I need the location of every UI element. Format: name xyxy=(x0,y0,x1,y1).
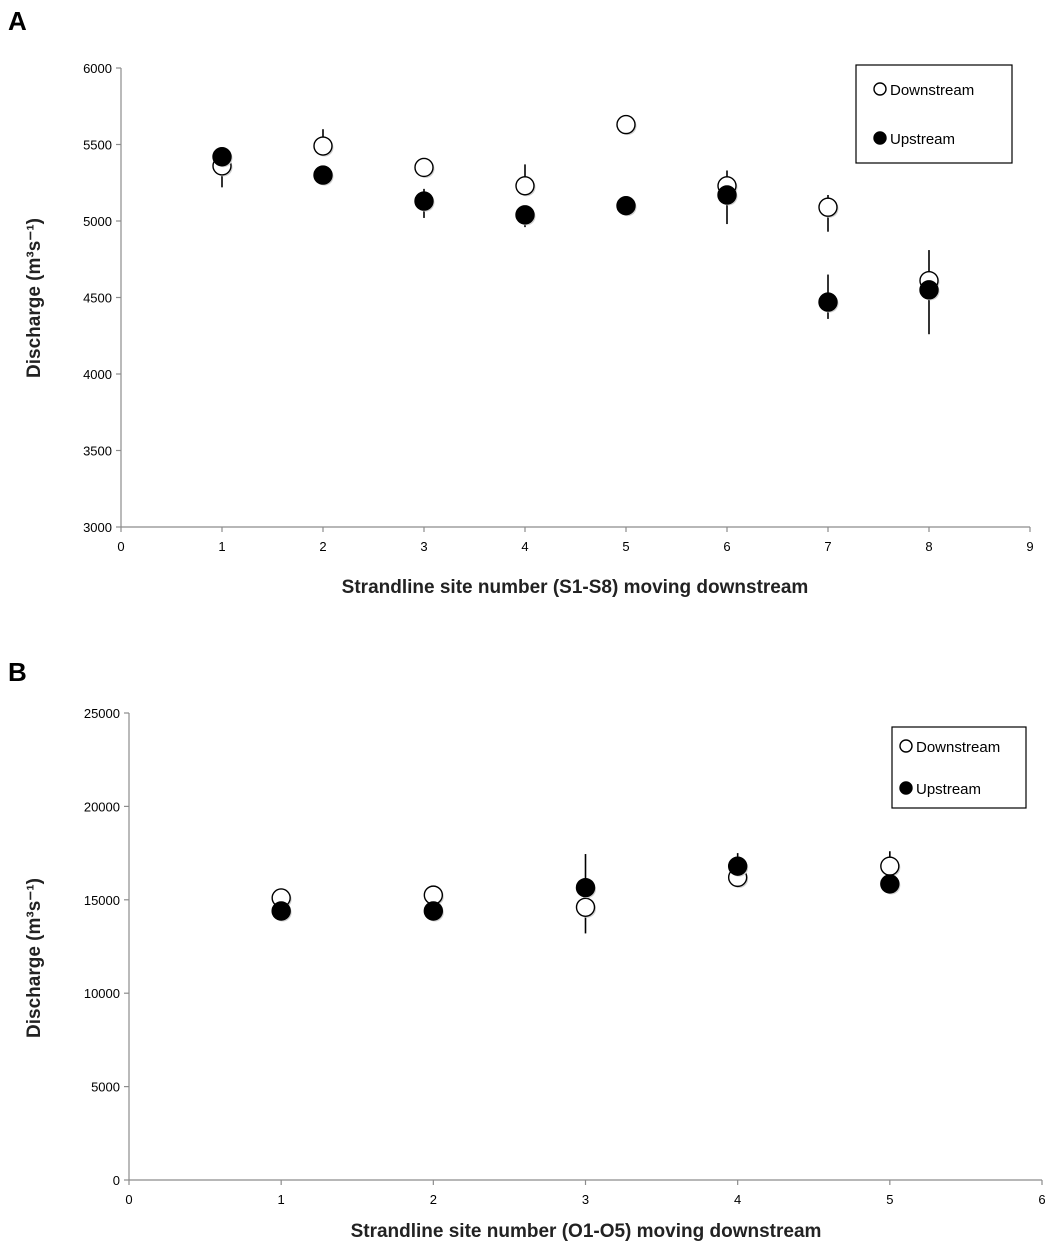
x-tick-label: 8 xyxy=(925,539,932,554)
upstream-data-point xyxy=(414,191,434,211)
x-tick-label: 6 xyxy=(1038,1192,1045,1207)
x-tick-label: 5 xyxy=(886,1192,893,1207)
y-tick-label: 5500 xyxy=(83,138,112,153)
panel-a-legend-filled-circle-icon xyxy=(873,131,887,145)
panel-a-legend-open-circle-icon xyxy=(873,82,887,96)
y-tick-label: 25000 xyxy=(84,706,120,721)
downstream-data-point xyxy=(575,897,596,917)
panel-a-y-axis-label: Discharge (m³s⁻¹) xyxy=(24,218,45,378)
y-tick-label: 4500 xyxy=(83,291,112,306)
panel-a-legend-upstream: Upstream xyxy=(890,131,955,148)
upstream-data-point xyxy=(271,901,291,921)
x-tick-label: 4 xyxy=(734,1192,741,1207)
y-tick-label: 3500 xyxy=(83,444,112,459)
x-tick-label: 5 xyxy=(622,539,629,554)
y-tick-label: 4000 xyxy=(83,367,112,382)
panel-b: B 0 5000 10000 15000 20000 25000 0 1 2 3 4 5 6 Stran… xyxy=(8,657,1046,1242)
upstream-data-point xyxy=(575,877,596,898)
x-tick-label: 9 xyxy=(1026,539,1033,554)
panel-b-legend: Downstream Upstream xyxy=(891,726,1027,809)
upstream-data-point xyxy=(212,147,232,167)
downstream-data-point xyxy=(515,176,535,196)
x-tick-label: 1 xyxy=(278,1192,285,1207)
panel-b-x-axis-label: Strandline site number (O1-O5) moving do… xyxy=(351,1221,822,1242)
panel-b-legend-open-circle-icon xyxy=(899,739,913,753)
upstream-data-point xyxy=(616,195,636,216)
upstream-data-point xyxy=(717,185,737,205)
panel-a-legend-box xyxy=(855,64,1013,164)
y-tick-label: 5000 xyxy=(83,214,112,229)
panel-a: A 3000 3500 4000 4500 5000 5500 6000 0 1 2 3 4 5 6 7 8 9… xyxy=(8,6,1034,598)
x-tick-label: 7 xyxy=(824,539,831,554)
x-tick-label: 3 xyxy=(582,1192,589,1207)
panel-b-points xyxy=(271,851,901,934)
y-tick-label: 0 xyxy=(113,1173,120,1188)
panel-b-legend-downstream: Downstream xyxy=(916,739,1000,756)
panel-b-legend-upstream: Upstream xyxy=(916,781,981,798)
y-tick-label: 6000 xyxy=(83,61,112,76)
panel-a-letter: A xyxy=(8,6,27,36)
upstream-data-point xyxy=(818,292,838,312)
panel-b-y-axis-label: Discharge (m³s⁻¹) xyxy=(24,878,45,1038)
upstream-data-point xyxy=(423,901,444,921)
y-tick-label: 3000 xyxy=(83,520,112,535)
panel-b-legend-filled-circle-icon xyxy=(899,781,913,795)
panel-b-legend-box xyxy=(891,726,1027,809)
downstream-data-point xyxy=(616,114,636,135)
y-tick-label: 10000 xyxy=(84,986,120,1001)
downstream-data-point xyxy=(313,136,333,156)
downstream-data-point xyxy=(414,157,434,178)
x-tick-label: 3 xyxy=(420,539,427,554)
panel-a-legend-downstream: Downstream xyxy=(890,82,974,99)
panel-b-letter: B xyxy=(8,657,27,687)
panel-a-x-axis-label: Strandline site number (S1-S8) moving do… xyxy=(342,577,809,598)
x-tick-label: 4 xyxy=(521,539,528,554)
upstream-data-point xyxy=(515,205,535,225)
downstream-data-point xyxy=(880,856,900,876)
downstream-data-point xyxy=(818,197,838,217)
upstream-data-point xyxy=(880,874,900,894)
x-tick-label: 2 xyxy=(319,539,326,554)
upstream-data-point xyxy=(727,856,748,876)
panel-a-ticks: 3000 3500 4000 4500 5000 5500 6000 0 1 2 3 4 5 6 7 8 9 xyxy=(83,61,1034,554)
y-tick-label: 20000 xyxy=(84,799,120,814)
x-tick-label: 0 xyxy=(117,539,124,554)
panel-a-points xyxy=(212,114,940,335)
x-tick-label: 6 xyxy=(723,539,730,554)
panel-b-ticks: 0 5000 10000 15000 20000 25000 0 1 2 3 4 5 6 xyxy=(84,706,1046,1207)
x-tick-label: 2 xyxy=(430,1192,437,1207)
panel-a-legend: Downstream Upstream xyxy=(855,64,1013,164)
upstream-data-point xyxy=(313,165,333,185)
upstream-data-point xyxy=(919,280,939,300)
x-tick-label: 1 xyxy=(218,539,225,554)
y-tick-label: 15000 xyxy=(84,893,120,908)
x-tick-label: 0 xyxy=(125,1192,132,1207)
y-tick-label: 5000 xyxy=(91,1080,120,1095)
